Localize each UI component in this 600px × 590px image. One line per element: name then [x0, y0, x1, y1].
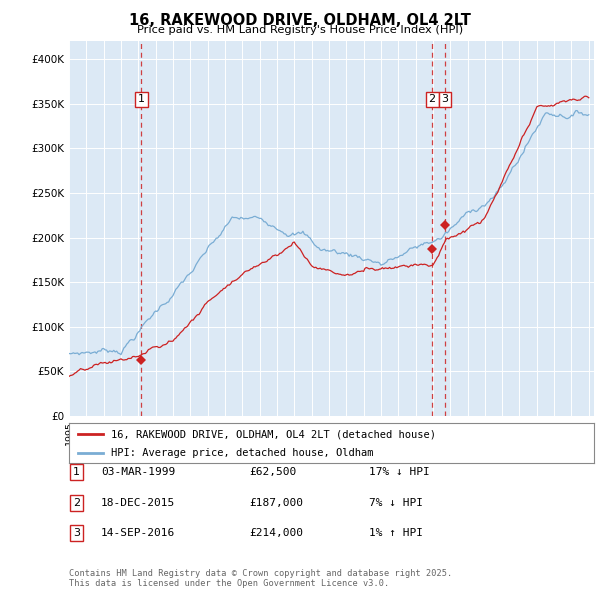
Text: £214,000: £214,000	[249, 529, 303, 538]
Text: 1% ↑ HPI: 1% ↑ HPI	[369, 529, 423, 538]
Text: £187,000: £187,000	[249, 498, 303, 507]
Text: 18-DEC-2015: 18-DEC-2015	[101, 498, 175, 507]
Text: 1: 1	[138, 94, 145, 104]
Text: Contains HM Land Registry data © Crown copyright and database right 2025.
This d: Contains HM Land Registry data © Crown c…	[69, 569, 452, 588]
Text: 1: 1	[73, 467, 80, 477]
Text: 2: 2	[73, 498, 80, 507]
Text: 2: 2	[428, 94, 436, 104]
Text: £62,500: £62,500	[249, 467, 296, 477]
Text: HPI: Average price, detached house, Oldham: HPI: Average price, detached house, Oldh…	[111, 448, 373, 458]
Text: 3: 3	[73, 529, 80, 538]
Text: 16, RAKEWOOD DRIVE, OLDHAM, OL4 2LT: 16, RAKEWOOD DRIVE, OLDHAM, OL4 2LT	[129, 13, 471, 28]
Text: 7% ↓ HPI: 7% ↓ HPI	[369, 498, 423, 507]
Text: 16, RAKEWOOD DRIVE, OLDHAM, OL4 2LT (detached house): 16, RAKEWOOD DRIVE, OLDHAM, OL4 2LT (det…	[111, 430, 436, 440]
Text: 17% ↓ HPI: 17% ↓ HPI	[369, 467, 430, 477]
Text: 14-SEP-2016: 14-SEP-2016	[101, 529, 175, 538]
Text: 03-MAR-1999: 03-MAR-1999	[101, 467, 175, 477]
Text: Price paid vs. HM Land Registry's House Price Index (HPI): Price paid vs. HM Land Registry's House …	[137, 25, 463, 35]
Text: 3: 3	[442, 94, 449, 104]
